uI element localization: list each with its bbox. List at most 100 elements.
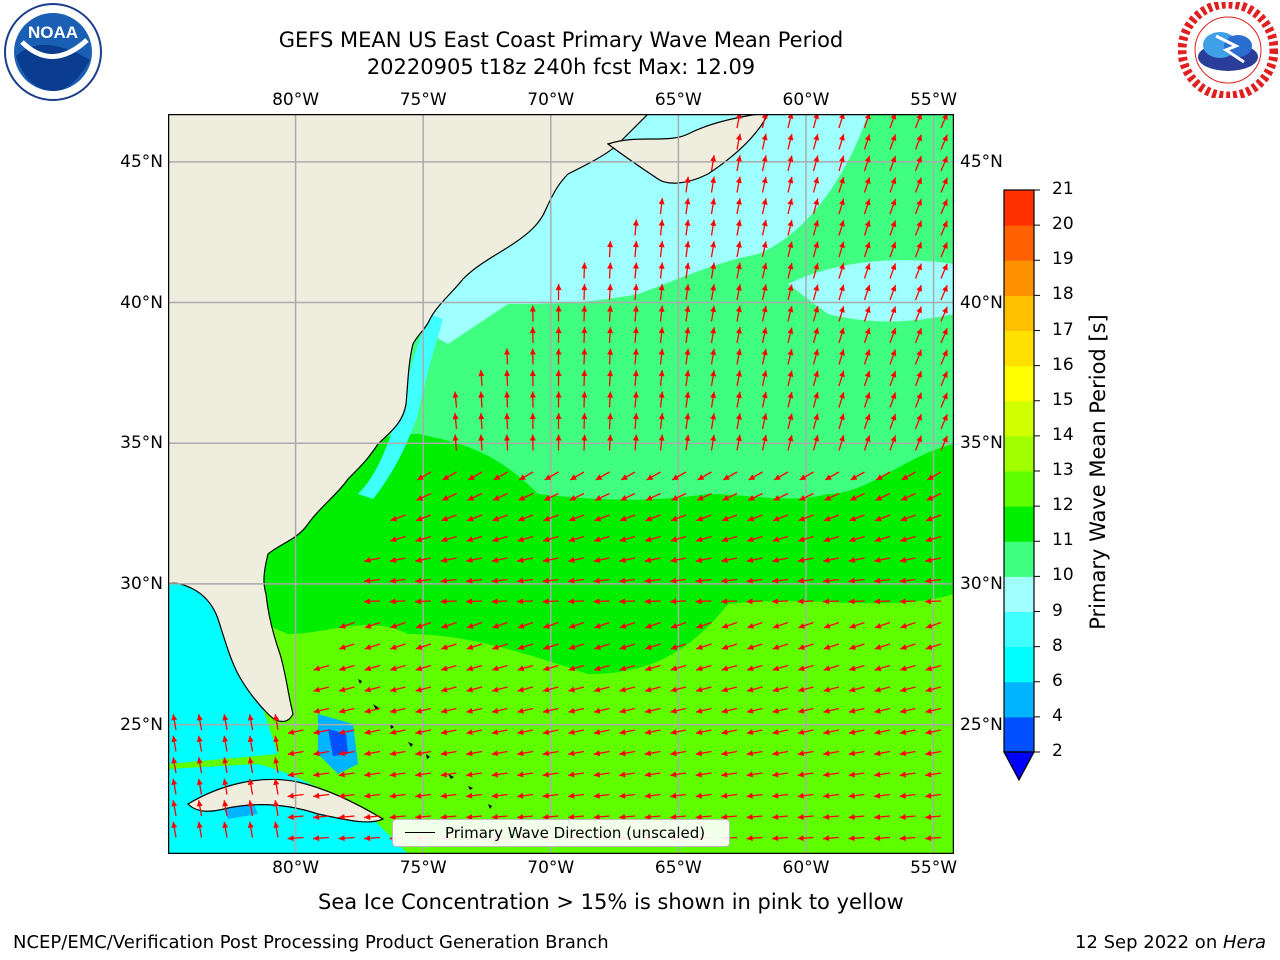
wave-arrowhead-300 [849, 515, 857, 522]
wave-arrowhead-192 [761, 391, 768, 399]
wave-arrowhead-100 [735, 284, 742, 291]
wave-arrowhead-355 [517, 577, 524, 584]
wave-arrowhead-658 [568, 813, 575, 820]
wave-arrowhead-466 [900, 665, 907, 672]
wave-arrowhead-31 [761, 176, 768, 184]
wave-arrowhead-358 [593, 577, 600, 584]
wave-arrowhead-424 [466, 644, 474, 650]
wave-arrowhead-405 [594, 622, 602, 629]
wave-arrowhead-436 [772, 644, 780, 650]
wave-arrowhead-227 [632, 434, 639, 441]
wave-arrowhead-47 [864, 198, 871, 206]
wave-arrowhead-634 [746, 792, 753, 799]
wave-arrowhead-76 [916, 242, 922, 249]
wave-arrowhead-323 [874, 536, 882, 543]
wave-arrowhead-202 [504, 413, 511, 420]
wave-arrowhead-204 [555, 413, 562, 420]
wave-arrowhead-511 [772, 707, 779, 714]
wave-arrowhead-570 [695, 750, 703, 757]
wave-arrowhead-651 [389, 813, 396, 820]
wave-arrowhead-77 [942, 242, 948, 249]
wave-arrowhead-240 [417, 474, 424, 480]
wave-arrowhead-196 [864, 392, 871, 399]
wave-arrowhead-641 [925, 792, 932, 799]
wave-arrowhead-165 [581, 370, 588, 377]
colorbar-segment-0 [1004, 716, 1034, 753]
wave-arrowhead-554 [287, 750, 295, 757]
wave-arrowhead-258 [876, 474, 883, 480]
wave-arrowhead-269 [620, 495, 628, 501]
wave-arrowhead-52 [658, 219, 665, 226]
wave-arrowhead-259 [901, 474, 909, 480]
wave-arrowhead-580 [171, 757, 178, 764]
wave-arrowhead-403 [543, 622, 551, 629]
wave-arrowhead-647 [287, 813, 294, 820]
wave-arrowhead-203 [529, 413, 536, 420]
wave-arrowhead-287 [518, 515, 525, 522]
wave-arrowhead-443 [313, 665, 321, 672]
colorbar-tick-10: 10 [1052, 565, 1074, 586]
wave-arrowhead-277 [824, 495, 832, 501]
wave-arrowhead-669 [848, 813, 855, 820]
wave-arrowhead-549 [171, 735, 178, 743]
wave-arrowhead-519 [196, 714, 203, 721]
wave-arrowhead-379 [542, 598, 549, 605]
wave-arrowhead-296 [747, 515, 755, 522]
wave-arrowhead-118 [761, 305, 768, 313]
lat-tick-right-2: 35°N [960, 433, 1003, 454]
wave-arrowhead-557 [364, 750, 371, 757]
wave-arrowhead-592 [466, 771, 473, 778]
wave-arrowhead-659 [593, 813, 600, 820]
wave-arrowhead-539 [695, 729, 703, 735]
wave-arrowhead-219 [942, 414, 948, 421]
wave-arrowhead-139 [864, 327, 871, 335]
wave-arrowhead-354 [491, 577, 498, 584]
footer-left: NCEP/EMC/Verification Post Processing Pr… [13, 932, 609, 953]
wave-arrowhead-474 [466, 686, 474, 693]
wave-arrowhead-37 [916, 177, 922, 185]
noaa-logo-text: NOAA [28, 23, 78, 42]
wave-arrowhead-315 [670, 536, 678, 543]
wave-arrowhead-162 [504, 370, 511, 377]
colorbar-segment-9 [1004, 400, 1034, 437]
wave-arrowhead-434 [721, 644, 729, 650]
wave-arrowhead-127 [555, 327, 562, 334]
wave-arrowhead-547 [899, 729, 907, 735]
noaa-logo-icon: NOAA [4, 3, 102, 101]
wave-arrowhead-320 [798, 536, 805, 543]
wave-arrowhead-517 [925, 707, 932, 714]
wave-arrowhead-489 [849, 686, 856, 693]
wave-arrowhead-319 [772, 536, 780, 543]
wave-arrowhead-585 [287, 771, 295, 778]
wave-arrowhead-235 [839, 435, 845, 442]
wave-arrowhead-241 [442, 474, 450, 480]
wave-arrowhead-442 [925, 644, 933, 650]
wave-arrowhead-245 [544, 474, 552, 480]
wave-arrowhead-161 [478, 370, 485, 377]
wave-arrowhead-179 [942, 371, 948, 378]
wave-arrowhead-146 [581, 348, 588, 355]
wave-arrowhead-590 [415, 771, 422, 778]
wave-period-map [168, 114, 954, 854]
wave-arrowhead-20 [761, 155, 768, 162]
wave-arrowhead-576 [848, 750, 856, 757]
colorbar-tick-21: 21 [1052, 179, 1074, 199]
wave-arrowhead-313 [619, 536, 627, 543]
wave-arrowhead-112 [607, 305, 614, 312]
wave-arrowhead-396 [364, 622, 372, 629]
wave-arrowhead-98 [684, 284, 691, 291]
wave-arrowhead-27 [942, 156, 948, 163]
wave-arrowhead-22 [813, 155, 820, 163]
wave-arrowhead-223 [529, 434, 536, 441]
wave-arrowhead-324 [900, 536, 907, 543]
wave-arrowhead-5 [864, 114, 871, 120]
wave-arrowhead-465 [874, 665, 882, 672]
colorbar-label: Primary Wave Mean Period [s] [1086, 314, 1110, 630]
wave-arrowhead-170 [710, 370, 717, 377]
wave-arrowhead-155 [813, 349, 820, 356]
wave-arrowhead-130 [632, 327, 639, 334]
wave-arrowhead-480 [619, 686, 627, 693]
wave-arrowhead-260 [927, 474, 934, 480]
colorbar-tick-14: 14 [1052, 424, 1074, 445]
colorbar-tick-11: 11 [1052, 530, 1074, 551]
